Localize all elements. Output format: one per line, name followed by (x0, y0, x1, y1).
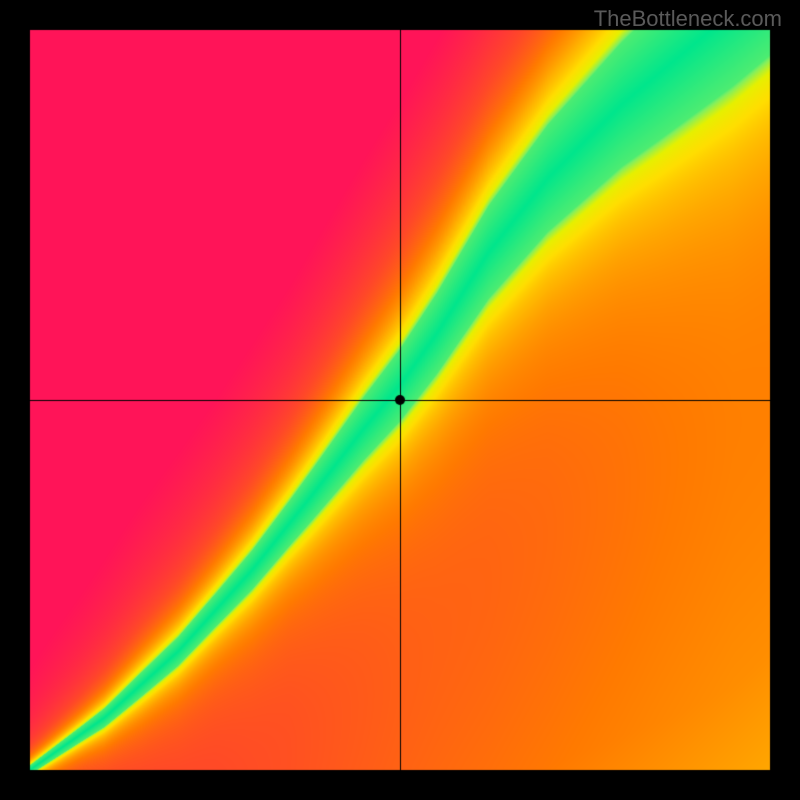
chart-container: TheBottleneck.com (0, 0, 800, 800)
bottleneck-heatmap (0, 0, 800, 800)
watermark-text: TheBottleneck.com (594, 6, 782, 32)
